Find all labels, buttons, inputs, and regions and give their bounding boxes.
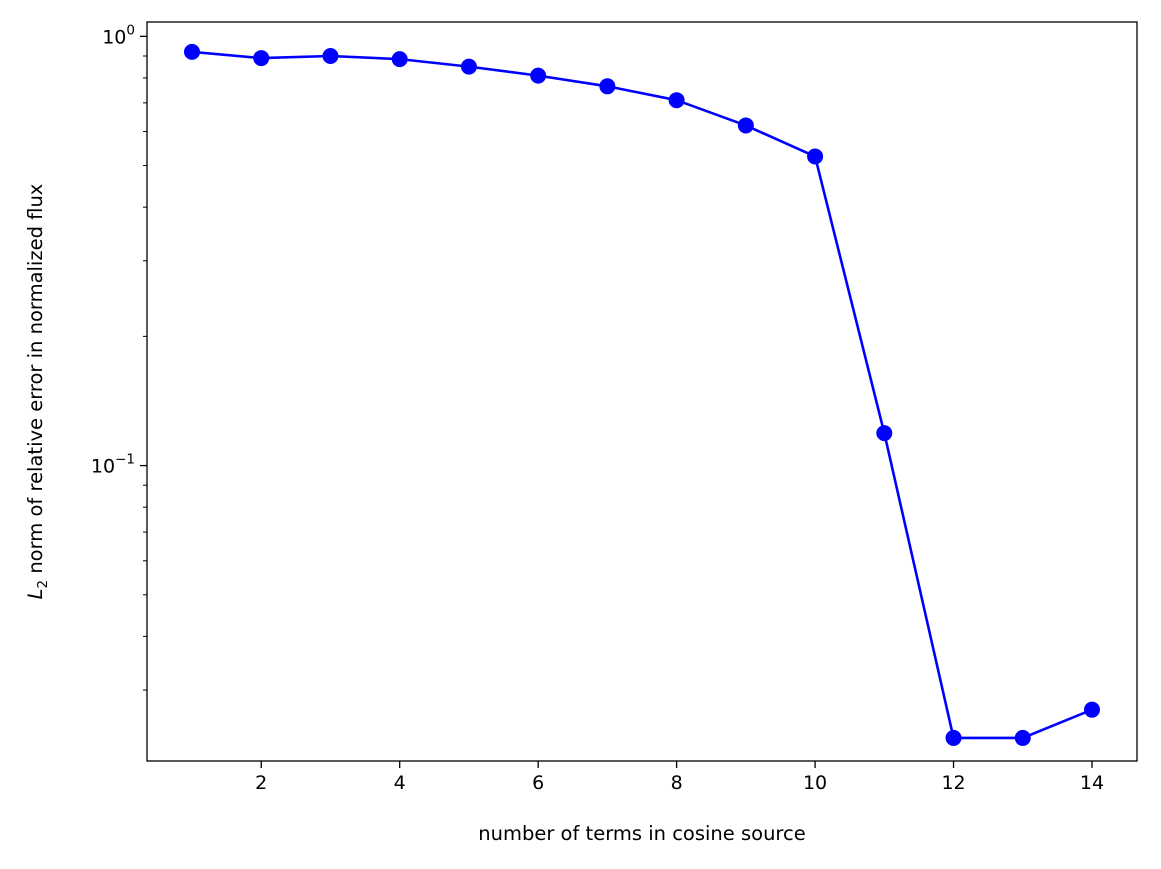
data-point [530, 67, 547, 84]
data-point [737, 117, 754, 134]
y-tick-label-base: 10 [102, 26, 126, 48]
data-point [460, 58, 477, 75]
x-tick-label: 10 [803, 772, 827, 794]
data-point [876, 425, 893, 442]
y-tick-label: 100 [102, 22, 135, 48]
y-axis-label-symbol: L [24, 588, 47, 599]
y-tick-label-exponent: 0 [126, 22, 135, 38]
series-line [191, 50, 1093, 740]
data-point [1084, 701, 1100, 718]
y-axis-label-subscript: 2 [35, 580, 51, 589]
y-tick-label-base: 10 [91, 456, 115, 478]
x-tick-label: 14 [1080, 772, 1104, 794]
y-tick-label-exponent: −1 [115, 452, 135, 468]
y-axis-label-text: norm of relative error in normalized flu… [24, 184, 47, 580]
plot-frame [146, 21, 1138, 762]
data-point [253, 50, 270, 67]
plot-area [184, 43, 1100, 746]
x-tick-label: 4 [394, 772, 406, 794]
data-point [945, 729, 962, 746]
x-tick-label: 12 [941, 772, 965, 794]
x-axis-label: number of terms in cosine source [478, 822, 805, 845]
data-point [599, 78, 616, 95]
data-point [322, 47, 339, 64]
data-point [391, 51, 408, 68]
data-point [668, 92, 685, 109]
data-point [807, 148, 824, 165]
x-tick-label: 6 [532, 772, 544, 794]
x-tick-label: 2 [255, 772, 267, 794]
data-point [184, 43, 200, 60]
y-axis-label: L2 norm of relative error in normalized … [24, 184, 51, 600]
y-tick-label: 10−1 [91, 452, 135, 478]
x-tick-label: 8 [671, 772, 683, 794]
data-point [1014, 729, 1031, 746]
